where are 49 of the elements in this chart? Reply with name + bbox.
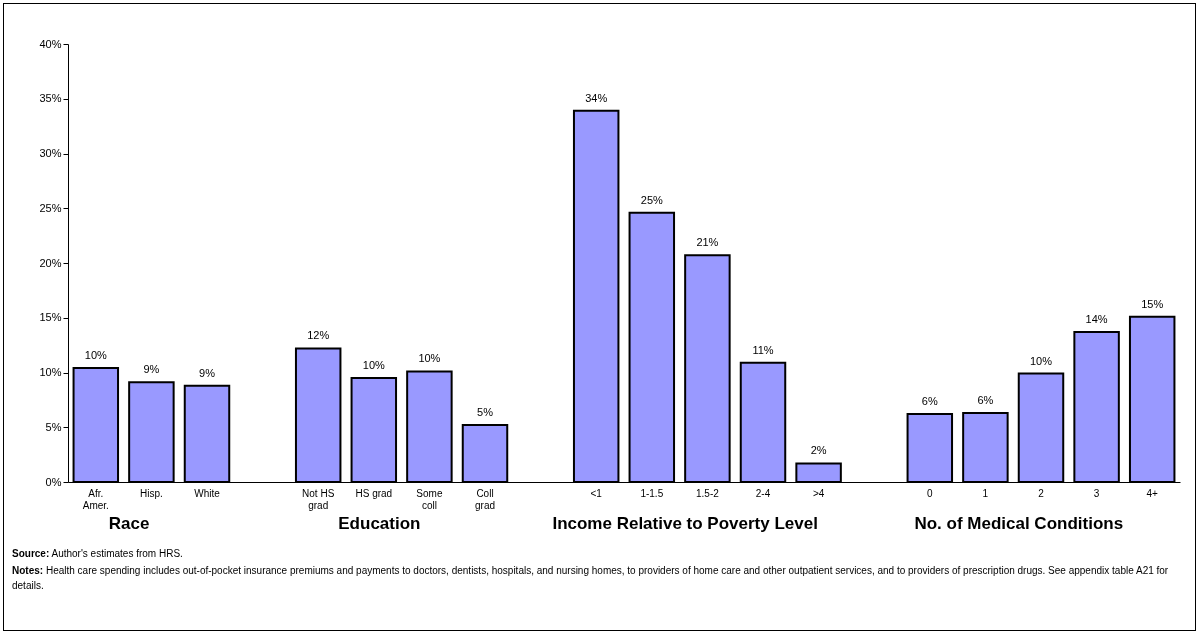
x-tick-label: Some coll xyxy=(416,487,443,511)
data-label: 9% xyxy=(143,363,160,376)
x-tick-label: 4+ xyxy=(1146,487,1159,499)
data-label: 9% xyxy=(199,366,216,379)
text: Race xyxy=(108,514,150,533)
x-tick-label: White xyxy=(194,487,221,499)
x-tick-label: HS grad xyxy=(355,487,393,499)
data-label: 10% xyxy=(418,352,441,365)
x-tick-label: >4 xyxy=(812,487,825,499)
data-label: 10% xyxy=(362,358,386,371)
y-tick-label: 20% xyxy=(39,256,62,269)
data-label: 25% xyxy=(640,193,664,206)
y-tick-label: 25% xyxy=(39,201,62,214)
y-tick-label: 10% xyxy=(39,366,62,378)
x-tick-label: 2-4 xyxy=(755,487,771,499)
y-tick-label: 0% xyxy=(45,475,62,488)
data-label: 10% xyxy=(1029,354,1053,367)
x-tick-label: <1 xyxy=(590,487,603,499)
data-label: 12% xyxy=(307,329,330,342)
source-note: Source: Author's estimates from HRS. xyxy=(12,547,184,561)
x-tick-label: 3 xyxy=(1093,487,1100,499)
text: Education xyxy=(338,514,421,533)
data-label: 15% xyxy=(1141,297,1164,310)
y-tick-label: 35% xyxy=(39,92,62,105)
text: Notes: Health care spending includes out-of-pocket insurance premiums and payments to doctors, dentists, hospitals, and nursing homes, to providers of home care and other outpatient services, and to providers of prescription drugs. See appendix table A21 for details. xyxy=(12,564,1170,593)
data-label: 34% xyxy=(585,91,608,104)
data-label: 11% xyxy=(752,343,774,356)
data-label: 2% xyxy=(810,444,827,457)
y-tick-label: 15% xyxy=(39,311,62,324)
y-tick-label: 30% xyxy=(39,147,62,159)
x-tick-label: Coll grad xyxy=(474,487,496,511)
x-tick-label: 2 xyxy=(1038,487,1045,499)
data-label: 6% xyxy=(977,394,994,407)
data-label: 21% xyxy=(696,236,719,249)
x-tick-label: Hisp. xyxy=(140,487,163,499)
x-tick-label: 1.5-2 xyxy=(696,487,720,499)
x-tick-label: Afr. Amer. xyxy=(82,487,109,511)
data-label: 14% xyxy=(1085,312,1108,325)
x-tick-label: 0 xyxy=(927,487,934,499)
data-label: 10% xyxy=(84,349,108,362)
x-tick-label: Not HS grad xyxy=(302,487,335,511)
text: Income Relative to Poverty Level xyxy=(552,514,818,533)
x-tick-label: 1-1.5 xyxy=(640,487,664,499)
x-tick-label: 1 xyxy=(982,487,989,499)
y-tick-label: 40% xyxy=(39,37,62,50)
data-label: 6% xyxy=(921,395,938,408)
text: No. of Medical Conditions xyxy=(914,514,1124,533)
y-tick-label: 5% xyxy=(45,420,62,433)
data-label: 5% xyxy=(477,406,494,419)
